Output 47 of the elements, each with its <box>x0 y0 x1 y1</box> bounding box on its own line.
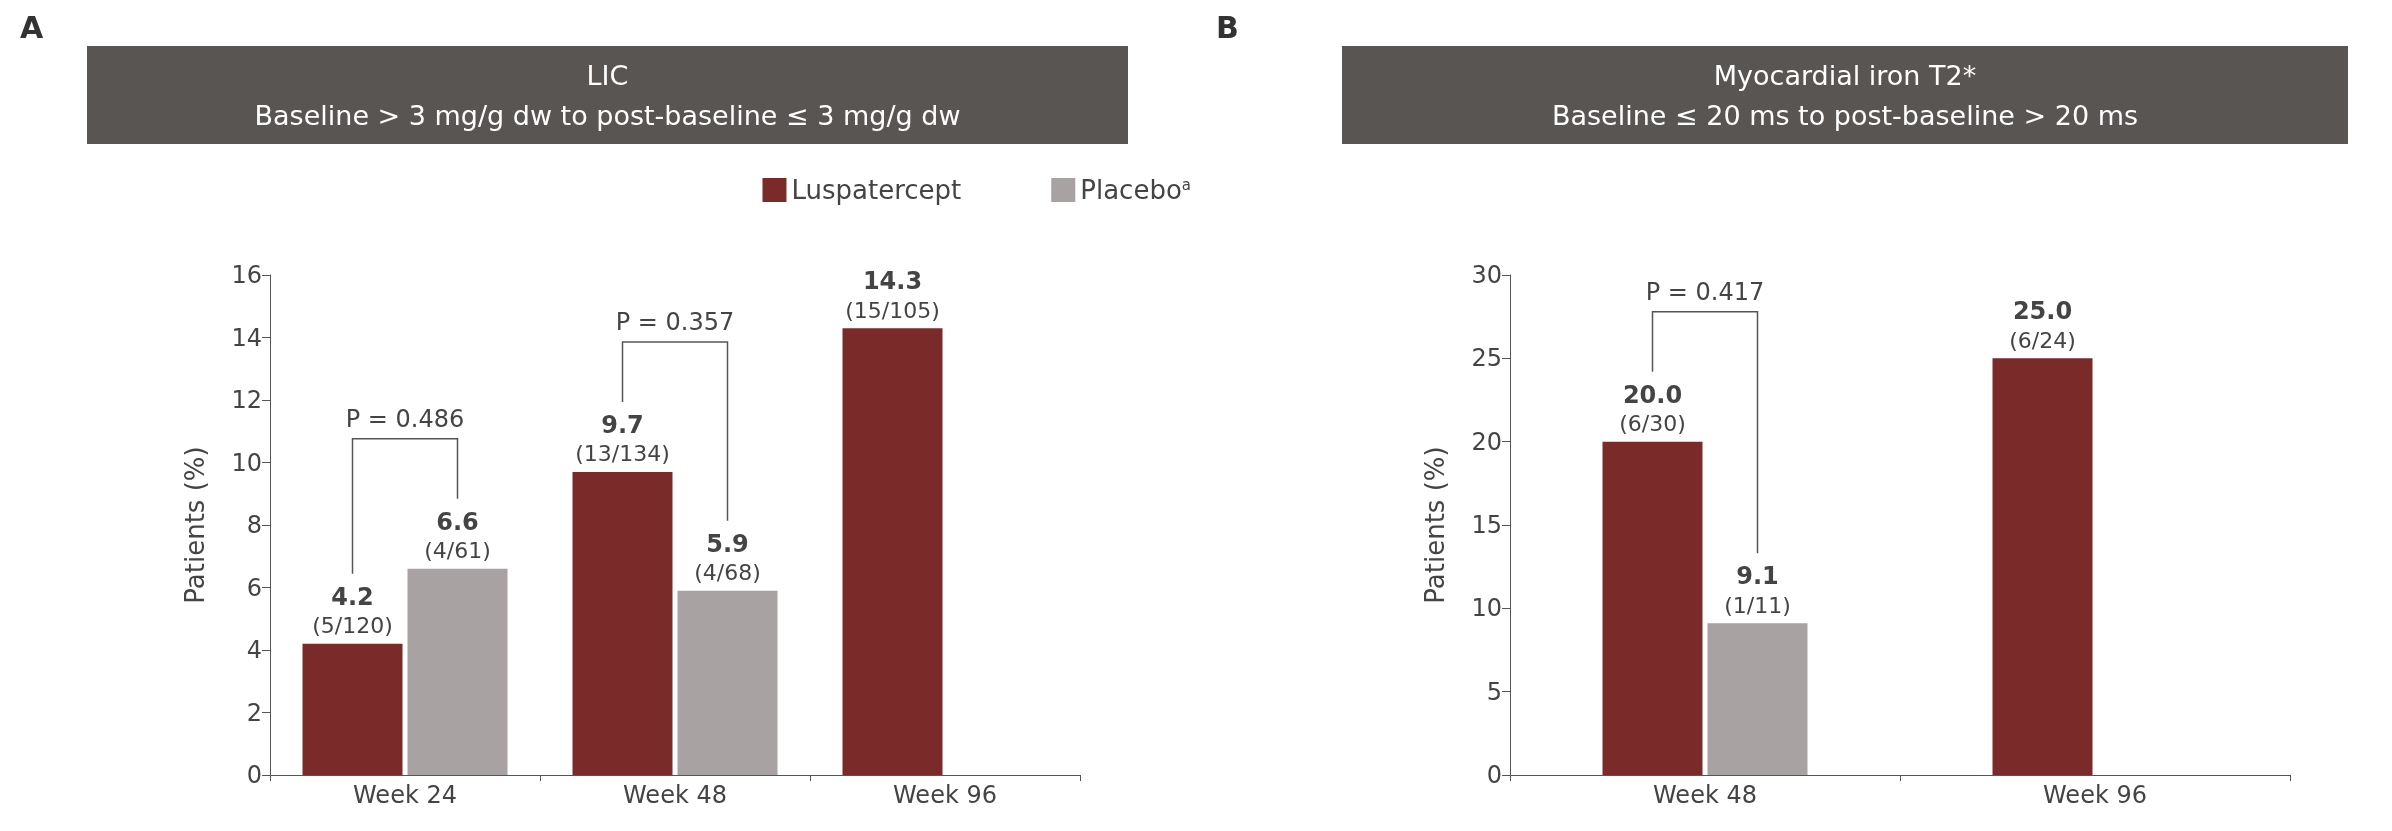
y-axis-title: Patients (%) <box>1420 446 1450 604</box>
bar <box>302 643 403 775</box>
y-tick-label: 2 <box>246 698 262 727</box>
chart-title: LIC Baseline > 3 mg/g dw to post-baseline ≤ 3 mg/g dw <box>254 59 961 131</box>
y-tick-label: 25 <box>1471 344 1502 373</box>
bar <box>1602 441 1703 775</box>
y-tick-label: 30 <box>1471 261 1502 289</box>
y-tick-label: 15 <box>1471 511 1502 539</box>
text: B <box>1216 9 1239 45</box>
y-tick-label: 4 <box>246 636 262 664</box>
y-tick-label: 14 <box>231 323 262 352</box>
annotation: P = 0.417 <box>1645 277 1765 306</box>
x-tick-label: Week 96 <box>893 781 997 809</box>
bar <box>1707 623 1808 775</box>
data-label: 14.3 (15/105) <box>845 267 940 323</box>
legend-label: Luspatercept <box>791 175 962 205</box>
y-tick-label: 16 <box>231 261 262 289</box>
y-tick-label: 20 <box>1471 427 1502 456</box>
data-label: 4.2 (5/120) <box>312 582 393 639</box>
data-label: 25.0 (6/24) <box>2009 297 2076 353</box>
data-label: 9.1 (1/11) <box>1724 562 1791 618</box>
bar <box>1992 358 2093 775</box>
annotation: P = 0.357 <box>615 307 735 336</box>
y-tick-label: 0 <box>246 761 262 789</box>
bar <box>677 590 778 775</box>
y-axis-title: Patients (%) <box>180 446 210 604</box>
annotation: P = 0.486 <box>345 404 465 433</box>
y-tick-label: 0 <box>1486 761 1502 789</box>
y-tick-label: 10 <box>1471 594 1502 623</box>
bar <box>842 328 943 775</box>
y-tick-label: 10 <box>231 448 262 477</box>
data-label: 9.7 (13/134) <box>575 410 670 467</box>
x-tick-label: Week 96 <box>2043 781 2147 809</box>
bar <box>407 568 508 775</box>
data-label: 6.6 (4/61) <box>424 507 491 564</box>
y-tick-label: 12 <box>231 386 262 414</box>
text: A <box>20 9 44 45</box>
data-label: 20.0 (6/30) <box>1619 380 1686 437</box>
x-tick-label: Week 48 <box>1653 781 1757 809</box>
x-tick-label: Week 48 <box>623 781 727 809</box>
y-tick-label: 5 <box>1486 677 1502 706</box>
y-tick-label: 8 <box>246 511 262 539</box>
y-tick-label: 6 <box>246 573 262 602</box>
x-tick-label: Week 24 <box>353 781 457 809</box>
chart-title: Myocardial iron T2* Baseline ≤ 20 ms to post-baseline > 20 ms <box>1551 59 2139 131</box>
bar <box>572 471 673 775</box>
data-label: 5.9 (4/68) <box>694 529 761 586</box>
